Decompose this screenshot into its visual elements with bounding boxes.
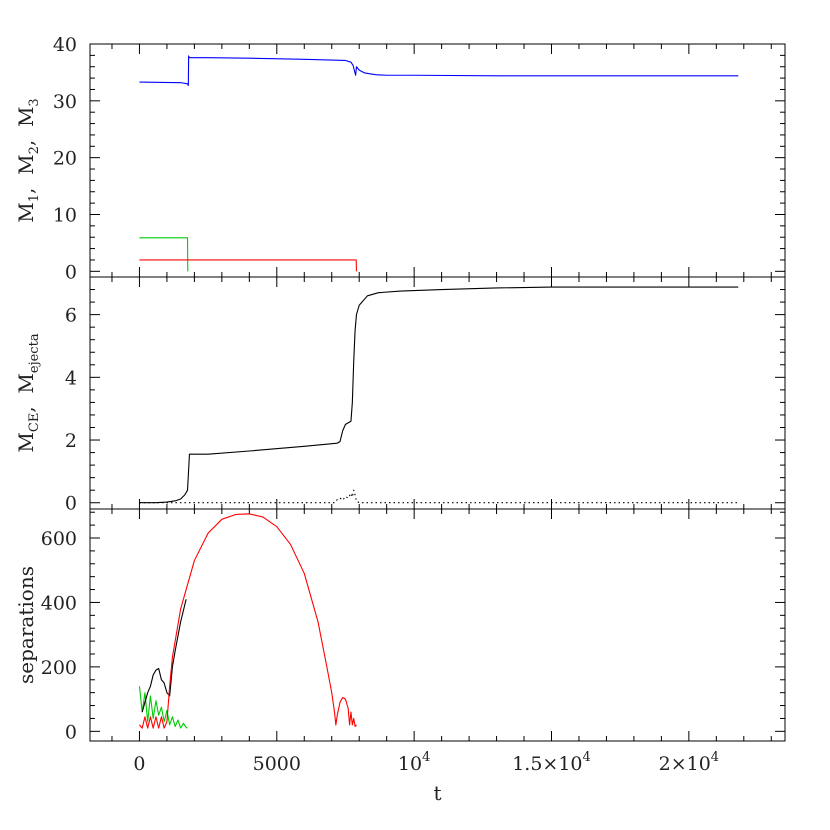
x-tick-label: 2×104 [659,750,719,775]
series-line-2 [141,599,187,713]
series-line-3 [139,513,357,729]
y-axis-label-separator: , [14,127,38,146]
y-axis-label: M1, M2, M3 [14,98,42,222]
y-axis-label-subscript: 2 [27,146,42,154]
x-tick-label-exponent: 4 [583,750,591,765]
plot-frame [89,508,786,742]
y-axis-label-part: M [14,107,38,127]
y-tick-label: 0 [65,261,77,283]
y-axis-label-subscript: CE [27,413,42,432]
y-tick-label: 4 [65,367,77,389]
y-axis-label-part: M [14,154,38,174]
y-axis-label-subscript: ejecta [27,333,42,373]
y-axis-label-subscript: 3 [27,98,42,106]
x-axis-label: t [433,781,441,805]
y-tick-label: 600 [41,528,77,550]
x-tick-label-exponent: 4 [422,750,430,765]
y-axis-label-separator: , [14,175,38,194]
y-axis-label: MCE, Mejecta [14,333,42,452]
x-tick-label: 0 [133,753,145,775]
y-tick-label: 0 [65,493,77,515]
x-tick-label-exponent: 4 [711,750,719,765]
y-axis-label-subscript: 1 [27,194,42,202]
x-tick-label-base: 5000 [253,753,301,775]
x-tick-label-base: 2×10 [659,753,711,775]
plot-frame [89,276,786,510]
y-tick-label: 200 [41,657,77,679]
y-tick-label: 400 [41,592,77,614]
x-tick-label-base: 0 [133,753,145,775]
series-line-2 [139,489,739,504]
x-tick-label: 104 [398,750,430,775]
y-axis-label-part: M [14,373,38,393]
y-tick-label: 6 [65,305,77,327]
x-tick-label: 5000 [253,753,301,775]
y-tick-label: 30 [53,91,77,113]
x-tick-label-base: 10 [398,753,422,775]
y-tick-label: 40 [53,34,77,56]
y-tick-label: 0 [65,721,77,743]
y-axis-label-part: M [14,432,38,452]
plot-frame [89,43,786,278]
y-tick-label: 2 [65,430,77,452]
y-axis-label: separations [14,566,38,684]
x-tick-label-base: 1.5×10 [512,753,582,775]
series-line-1 [139,286,739,504]
series-line-3 [139,259,358,272]
series-line-2 [139,237,189,272]
series-line-1 [139,55,739,87]
y-tick-label: 20 [53,148,77,170]
series-line-1 [138,686,188,729]
y-axis-label-part: M [14,202,38,222]
y-tick-label: 10 [53,204,77,226]
x-tick-label: 1.5×104 [512,750,591,775]
y-axis-label-separator: , [14,394,38,413]
